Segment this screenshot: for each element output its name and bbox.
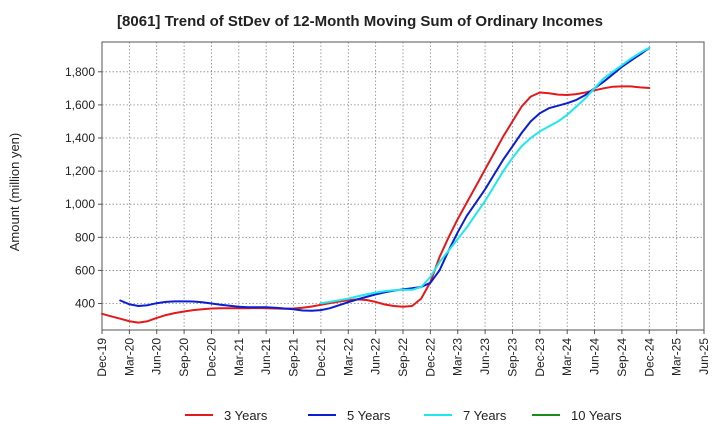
x-tick-label: Jun-24 [588,338,602,375]
chart-title: [8061] Trend of StDev of 12-Month Moving… [117,13,603,30]
legend-label-5-years: 5 Years [347,408,391,423]
x-tick-label: Mar-20 [122,338,136,376]
x-tick-label: Sep-20 [177,338,191,377]
y-axis-label: Amount (million yen) [7,133,22,252]
x-tick-label: Dec-24 [642,338,656,377]
grid-layer [101,42,705,330]
y-tick-label: 1,400 [65,131,95,145]
legend-label-10-years: 10 Years [571,408,622,423]
y-axis-ticks: 400 600 800 1,000 1,200 1,400 1,600 1,800 [65,65,102,311]
x-tick-label: Dec-21 [314,338,328,377]
x-tick-label: Jun-20 [150,338,164,375]
x-tick-label: Jun-21 [259,338,273,375]
x-tick-label: Mar-24 [560,338,574,376]
series-line-7-years [319,46,651,305]
x-tick-label: Sep-22 [396,338,410,377]
x-axis-ticks: Dec-19 Mar-20 Jun-20 Sep-20 Dec-20 Mar-21 Jun-… [95,330,711,377]
legend-label-7-years: 7 Years [463,408,507,423]
x-tick-label: Dec-20 [204,338,218,377]
x-tick-label: Jun-23 [478,338,492,375]
x-tick-label: Jun-25 [697,338,711,375]
x-tick-label: Jun-22 [369,338,383,375]
x-tick-label: Sep-23 [505,338,519,377]
x-tick-label: Sep-24 [615,338,629,377]
y-tick-label: 800 [75,230,95,244]
series-layer [101,46,651,324]
x-tick-label: Mar-22 [341,338,355,376]
y-tick-label: 400 [75,297,95,311]
y-tick-label: 1,000 [65,197,95,211]
series-line-3-years [101,85,651,324]
x-tick-label: Sep-21 [287,338,301,377]
x-tick-label: Dec-23 [533,338,547,377]
legend-label-3-years: 3 Years [224,408,268,423]
y-tick-label: 1,200 [65,164,95,178]
series-line-5-years [119,46,651,312]
x-tick-label: Mar-25 [670,338,684,376]
y-tick-label: 600 [75,263,95,277]
y-tick-label: 1,600 [65,98,95,112]
x-tick-label: Dec-22 [423,338,437,377]
x-tick-label: Mar-23 [451,338,465,376]
x-tick-label: Dec-19 [95,338,109,377]
y-tick-label: 1,800 [65,65,95,79]
x-tick-label: Mar-21 [232,338,246,376]
legend: 3 Years 5 Years 7 Years 10 Years [185,408,622,423]
